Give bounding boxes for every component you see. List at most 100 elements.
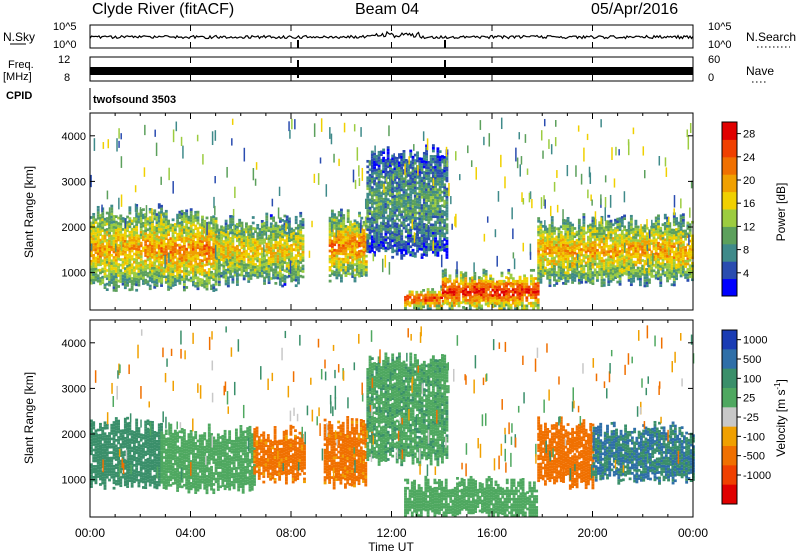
data-cell [614,259,617,263]
data-cell [103,223,107,227]
data-cell [438,207,442,211]
data-cell [249,249,253,253]
data-cell [477,284,481,288]
data-cell [440,239,444,243]
data-cell [411,210,415,214]
data-cell [446,299,450,303]
data-cell [553,278,556,282]
data-cell [534,277,538,280]
data-cell [330,220,334,224]
data-cell [121,271,125,275]
data-cell [616,245,620,248]
data-cell [568,235,572,239]
data-cell [436,221,440,224]
data-cell [422,198,426,202]
data-cell [407,217,410,221]
data-cell [164,218,168,221]
data-cell [126,256,130,260]
data-cell [437,301,441,305]
data-cell [346,220,350,224]
data-cell [301,218,305,221]
data-cell [445,198,449,202]
data-cell [431,301,435,305]
data-cell [420,234,424,238]
data-cell [130,279,134,283]
data-cell [128,206,132,210]
data-cell [429,187,433,191]
data-cell [108,280,111,284]
data-cell [388,246,392,250]
data-cell [404,241,408,244]
data-cell [498,304,502,308]
data-cell [105,228,109,231]
data-cell [162,242,166,246]
data-cell [247,236,251,240]
data-cell [162,261,166,265]
data-cell [146,283,150,286]
data-cell [160,271,164,275]
data-cell [287,261,291,264]
data-cell [151,269,154,273]
data-cell [222,248,226,252]
data-cell [108,239,111,243]
data-cell [285,267,289,271]
data-cell [411,254,415,258]
data-cell [281,279,285,282]
data-cell [370,167,374,170]
data-cell [285,245,289,249]
data-cell [562,271,565,274]
data-cell [539,256,543,260]
data-cell [364,216,368,220]
data-cell [611,264,615,268]
data-cell [418,225,422,229]
data-cell [353,257,357,261]
data-cell [189,249,193,253]
data-cell [534,293,538,297]
data-cell [559,255,563,259]
data-cell [377,178,381,182]
data-cell [418,181,422,185]
data-cell [413,254,417,258]
data-cell [489,290,493,294]
data-cell [523,293,527,297]
data-cell [301,223,305,227]
data-cell [464,285,468,289]
data-cell [328,257,332,261]
data-cell [568,240,572,244]
data-cell [137,272,141,276]
data-cell [160,277,164,280]
data-cell [224,268,228,272]
data-cell [477,303,481,307]
data-cell [274,243,278,247]
data-cell [142,246,145,250]
data-cell [605,253,608,256]
data-cell [132,244,136,248]
data-cell [198,272,202,276]
data-cell [101,270,105,274]
data-cell [400,153,404,156]
data-cell [398,207,401,211]
data-cell [520,279,524,283]
data-cell [335,276,339,280]
data-cell [117,230,120,234]
data-cell [395,230,399,234]
data-cell [260,233,264,237]
data-cell [346,217,350,221]
data-cell [582,218,586,222]
data-cell [121,239,125,242]
data-cell [591,219,595,223]
data-cell [537,228,541,231]
data-cell [422,157,426,161]
data-cell [210,284,213,288]
data-cell [108,269,111,273]
data-cell [548,273,552,277]
data-cell [342,238,346,242]
data-cell [362,259,366,262]
data-cell [119,258,123,262]
data-cell [110,210,114,213]
data-cell [516,304,520,308]
data-cell [407,250,410,254]
data-cell [477,287,481,290]
data-cell [169,256,173,260]
